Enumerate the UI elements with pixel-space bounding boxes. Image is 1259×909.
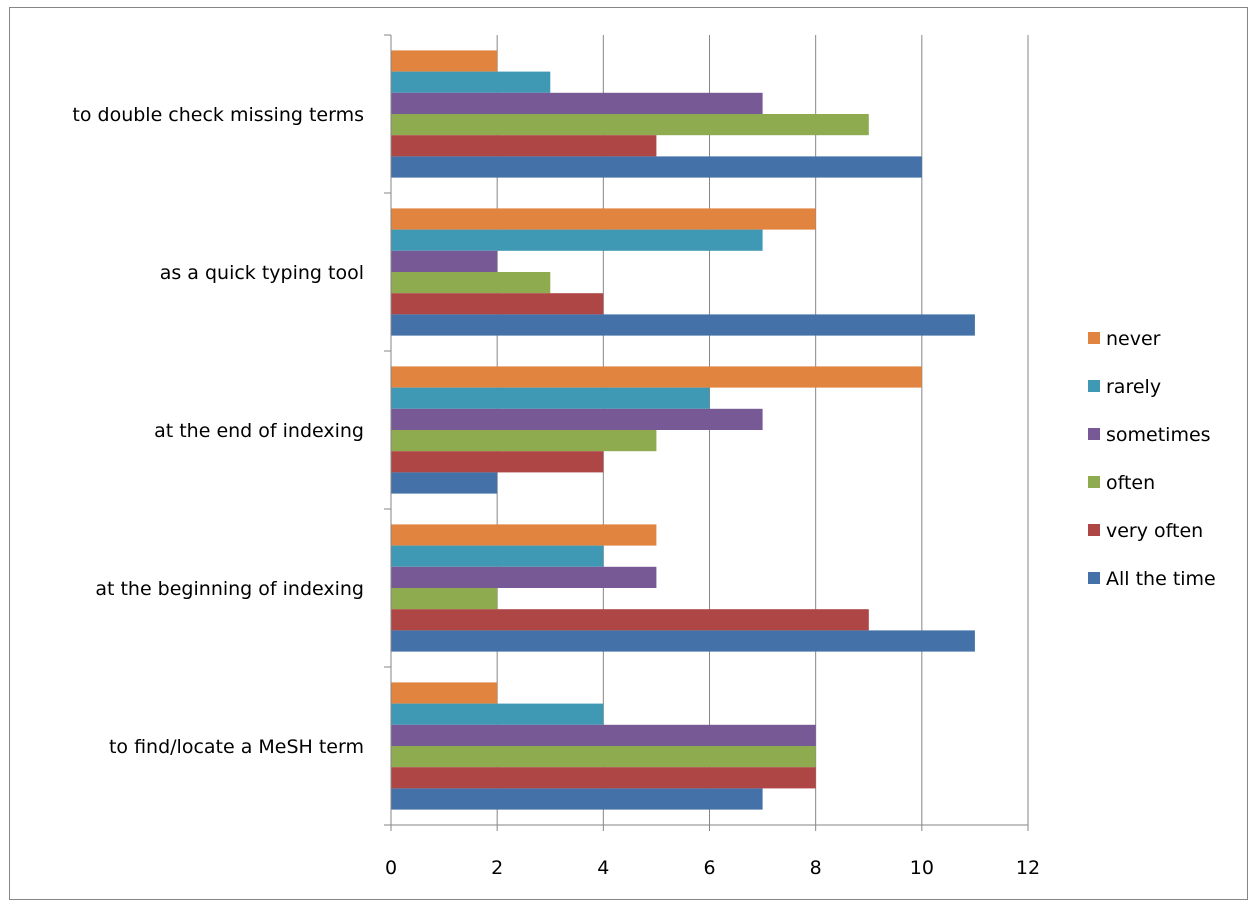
category-label: at the end of indexing — [154, 420, 364, 442]
bar — [391, 50, 498, 72]
bar — [391, 208, 816, 230]
legend-swatch — [1088, 428, 1100, 440]
bar — [391, 92, 763, 114]
bar — [391, 609, 869, 631]
x-tick-label: 8 — [810, 857, 822, 879]
bar — [391, 387, 710, 409]
x-tick-label: 12 — [1016, 857, 1040, 879]
legend-label: rarely — [1106, 376, 1161, 398]
labels: 0 2 4 6 8 10 12 to double check missing terms as… — [72, 104, 1040, 879]
category-label: to find/locate a MeSH term — [109, 736, 364, 758]
x-tick-label: 0 — [385, 857, 397, 879]
x-tick-label: 4 — [597, 857, 609, 879]
bar — [391, 135, 657, 157]
x-tick-label: 10 — [910, 857, 934, 879]
x-tick-label: 6 — [703, 857, 715, 879]
bar — [391, 250, 498, 272]
bar — [391, 366, 922, 388]
legend-label: never — [1106, 328, 1161, 350]
bar — [391, 703, 604, 725]
bars — [391, 50, 975, 810]
bar — [391, 682, 498, 704]
bar — [391, 114, 869, 136]
legend-label: often — [1106, 472, 1155, 494]
x-tick-label: 2 — [491, 857, 503, 879]
bar — [391, 472, 498, 494]
bar — [391, 630, 975, 652]
bar — [391, 430, 657, 452]
bar — [391, 746, 816, 768]
legend-swatch — [1088, 572, 1100, 584]
bar — [391, 451, 604, 473]
bar — [391, 524, 657, 546]
bar — [391, 293, 604, 315]
category-label: to double check missing terms — [72, 104, 364, 126]
bar — [391, 272, 551, 294]
legend-label: sometimes — [1106, 424, 1211, 446]
axes — [384, 34, 1029, 831]
legend-swatch — [1088, 524, 1100, 536]
legend: never rarely sometimes often very often All t… — [1088, 328, 1216, 590]
bar — [391, 229, 763, 251]
bar — [391, 408, 763, 430]
bar — [391, 767, 816, 789]
bar — [391, 588, 498, 610]
bar — [391, 71, 551, 93]
legend-label: All the time — [1106, 568, 1216, 590]
legend-label: very often — [1106, 520, 1203, 542]
legend-swatch — [1088, 332, 1100, 344]
legend-swatch — [1088, 380, 1100, 392]
category-label: as a quick typing tool — [160, 262, 364, 284]
legend-swatch — [1088, 476, 1100, 488]
bar — [391, 545, 604, 567]
bar — [391, 788, 763, 810]
bar — [391, 566, 657, 588]
bar — [391, 724, 816, 746]
bar — [391, 314, 975, 336]
bar — [391, 156, 922, 178]
category-label: at the beginning of indexing — [95, 578, 364, 600]
